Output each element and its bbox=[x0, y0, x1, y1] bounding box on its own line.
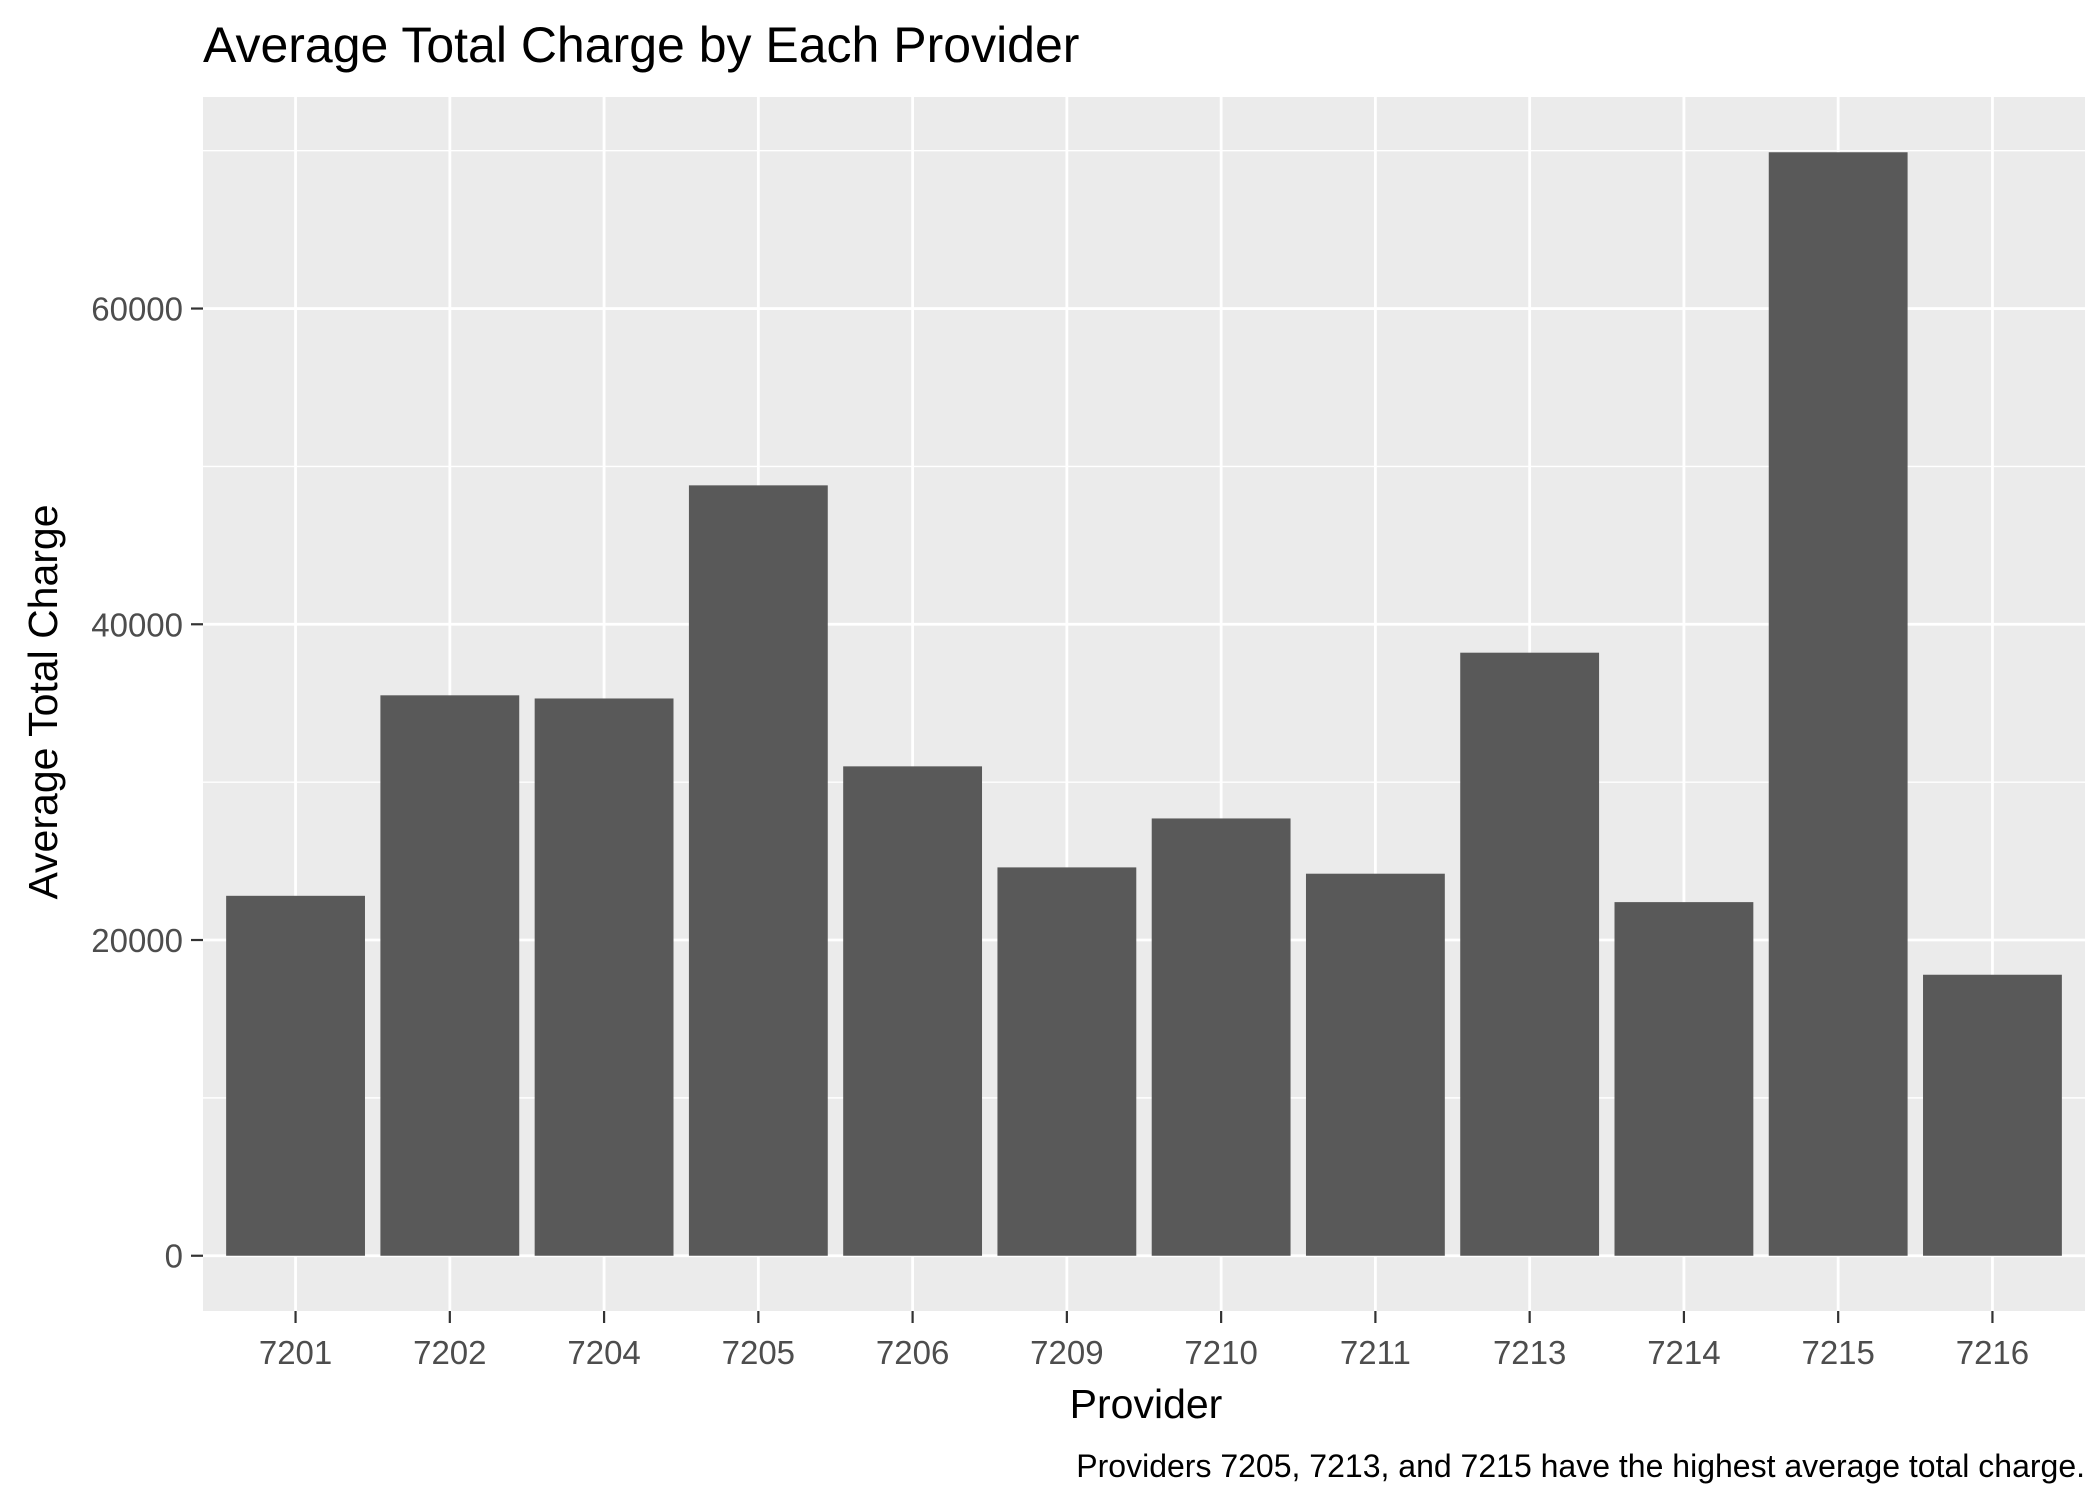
y-tick-label: 40000 bbox=[91, 606, 183, 643]
chart-caption: Providers 7205, 7213, and 7215 have the … bbox=[1076, 1448, 2085, 1484]
bar-7211 bbox=[1305, 873, 1445, 1256]
x-tick-label: 7213 bbox=[1493, 1334, 1566, 1371]
x-axis-title: Provider bbox=[1070, 1381, 1223, 1427]
y-axis-title: Average Total Charge bbox=[20, 504, 66, 899]
x-tick-label: 7215 bbox=[1801, 1334, 1874, 1371]
bar-7201 bbox=[226, 895, 365, 1256]
bar-7204 bbox=[534, 698, 674, 1256]
chart-title: Average Total Charge by Each Provider bbox=[203, 17, 1079, 73]
x-tick-label: 7214 bbox=[1647, 1334, 1720, 1371]
bar-7213 bbox=[1460, 652, 1600, 1256]
x-tick-label: 7216 bbox=[1956, 1334, 2029, 1371]
bar-7214 bbox=[1614, 902, 1754, 1256]
bar-7209 bbox=[997, 867, 1137, 1256]
bar-7205 bbox=[688, 485, 828, 1256]
x-tick-label: 7205 bbox=[722, 1334, 795, 1371]
y-tick-label: 20000 bbox=[91, 922, 183, 959]
x-tick-label: 7211 bbox=[1340, 1334, 1411, 1371]
bar-7216 bbox=[1923, 974, 2062, 1256]
x-tick-label: 7209 bbox=[1030, 1334, 1103, 1371]
x-tick-label: 7210 bbox=[1184, 1334, 1257, 1371]
x-tick-label: 7206 bbox=[876, 1334, 949, 1371]
x-tick-label: 7201 bbox=[259, 1334, 332, 1371]
bar-7215 bbox=[1768, 152, 1908, 1256]
plot-area: 0 20000 40000 60000 7201 7202 7204 7205 7206 7209… bbox=[91, 97, 2085, 1371]
x-tick-label: 7204 bbox=[567, 1334, 640, 1371]
bar-7202 bbox=[380, 695, 520, 1256]
x-tick-label: 7202 bbox=[413, 1334, 486, 1371]
y-tick-label: 60000 bbox=[91, 291, 183, 328]
bar-7210 bbox=[1151, 818, 1291, 1256]
y-tick-label: 0 bbox=[165, 1238, 183, 1275]
bar-7206 bbox=[843, 766, 983, 1256]
